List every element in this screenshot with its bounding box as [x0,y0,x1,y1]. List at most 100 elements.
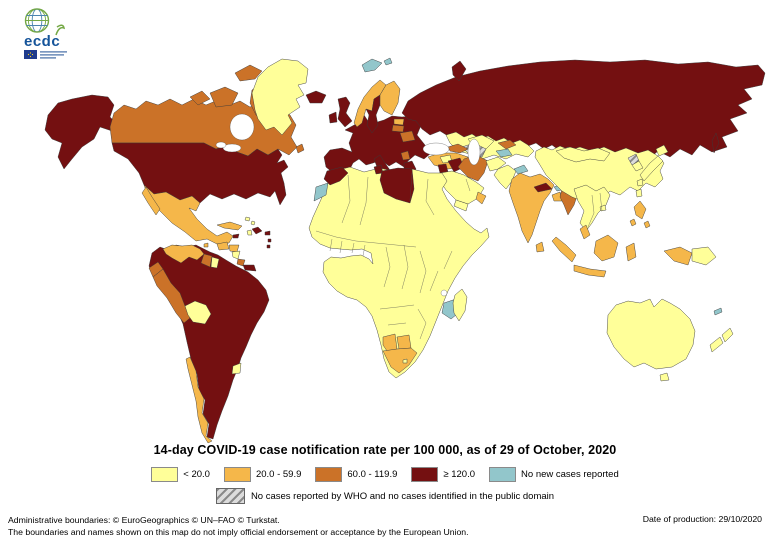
country-indonesia-papua [663,246,693,266]
country-madagascar [452,288,468,322]
country-taiwan [635,188,643,198]
country-oman [475,191,487,205]
country-alaska [44,94,119,170]
legend-swatch-60-119 [315,467,343,482]
legend-label: ≥ 120.0 [443,469,476,480]
country-borders [315,172,603,340]
country-caucasus [447,143,469,154]
country-bahamas [244,216,251,222]
country-new-zealand [721,327,734,343]
country-greenland [251,58,309,136]
legend-item: No new cases reported [489,467,619,482]
eu-flag-icon [24,50,37,59]
country-latvia [391,124,405,133]
legend: < 20.0 20.0 - 59.9 60.0 - 119.9 ≥ 120.0 … [0,467,770,482]
footer-line2: The boundaries and names shown on this m… [8,527,469,537]
world-map [0,55,770,445]
legend-no-data: No cases reported by WHO and no cases id… [0,488,770,504]
country-uruguay [231,362,242,375]
legend-no-data-label: No cases reported by WHO and no cases id… [250,490,555,502]
country-venezuela [162,244,205,264]
country-nepal [533,182,553,193]
legend-item: 60.0 - 119.9 [315,467,397,482]
country-cuba [216,221,243,231]
ecdc-wordmark: ecdc [24,33,60,50]
legend-label: No new cases reported [521,469,619,480]
country-chile [185,356,213,444]
country-bolivia [184,300,212,325]
country-sri-lanka [535,241,545,253]
country-arctic-island [189,90,211,106]
country-belarus [399,130,416,143]
country-jamaica [232,233,240,239]
country-philippines [629,218,637,227]
legend-swatch-lt20 [151,467,179,482]
country-trinidad [203,242,209,248]
country-finland [379,80,401,116]
country-indonesia [593,234,619,262]
country-haiti [246,229,253,236]
footer-attribution: Administrative boundaries: © EuroGeograp… [8,514,469,538]
map-title: 14-day COVID-19 case notification rate p… [153,443,617,457]
country-philippines [643,220,651,229]
country-estonia [393,118,405,126]
country-jordan [437,163,449,174]
ecdc-logo: ecdc [22,8,86,60]
country-new-caledonia [713,307,723,316]
country-indonesia [551,236,577,263]
country-malaysia [579,224,591,240]
country-guatemala [216,241,230,251]
country-svalbard [361,58,383,73]
country-sweden [365,94,381,134]
region-indochina [573,184,611,232]
legend-swatch-gte120 [411,467,439,482]
country-morocco [323,166,349,186]
country-suriname [210,256,220,269]
black-sea [422,142,450,156]
country-papua-new-guinea [691,246,717,266]
country-usa [111,142,289,206]
region-south-america [148,244,270,440]
country-botswana [396,334,412,350]
country-japan [655,144,669,157]
country-south-korea [631,160,644,172]
country-arctic-island [234,64,263,82]
country-honduras [228,244,240,253]
country-yemen [453,199,469,212]
country-puerto-rico [264,230,271,236]
country-pakistan [493,164,517,190]
legend-item: < 20.0 [151,467,210,482]
country-newfoundland [295,143,305,154]
country-sakhalin [711,132,720,154]
caspian-sea [467,138,481,166]
country-tajikistan [495,148,513,158]
lake-victoria [440,289,448,297]
hudson-bay [229,113,255,141]
country-india [508,172,555,244]
country-costa-rica [236,258,246,267]
country-japan [639,155,664,182]
country-libya [379,167,415,204]
country-mexico [143,184,234,245]
region-africa [308,166,490,379]
legend-swatch-no-new-cases [489,467,517,482]
country-lesser-antilles [267,238,272,243]
country-kashmir [513,164,529,175]
country-australia [606,298,696,370]
country-dominican-republic [251,226,263,235]
country-novaya-zemlya [451,60,467,82]
country-lesotho [402,358,408,364]
country-arctic-island [209,86,239,108]
country-indonesia [573,264,607,278]
country-ireland [328,111,338,124]
country-uk [337,96,353,128]
country-south-africa [382,347,418,374]
country-bahamas [250,220,256,226]
leaf-icon [55,24,66,36]
country-iceland [305,90,327,104]
country-mongolia [555,146,611,163]
legend-item: 20.0 - 59.9 [223,467,301,482]
country-baja [141,186,161,216]
country-panama [242,264,257,272]
